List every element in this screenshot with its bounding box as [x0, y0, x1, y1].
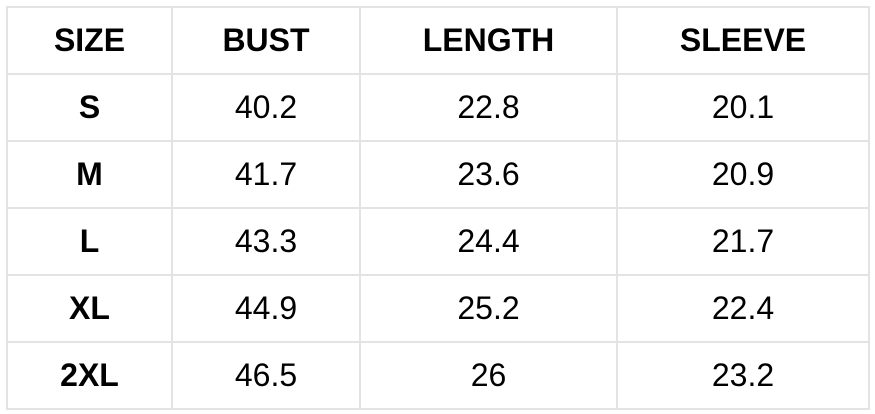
table-row: 2XL 46.5 26 23.2 [6, 341, 870, 410]
table-row: L 43.3 24.4 21.7 [6, 207, 870, 276]
table-row: S 40.2 22.8 20.1 [6, 73, 870, 142]
size-cell: S [6, 73, 173, 142]
measure-cell: 25.2 [359, 274, 618, 343]
size-table: SIZE BUST LENGTH SLEEVE S 40.2 22.8 20.1 M 41.7 2… [6, 6, 870, 410]
measure-cell: 23.6 [359, 140, 618, 209]
measure-cell: 44.9 [171, 274, 361, 343]
measure-cell: 46.5 [171, 341, 361, 410]
header-cell: SLEEVE [616, 6, 870, 75]
header-cell: BUST [171, 6, 361, 75]
measure-cell: 43.3 [171, 207, 361, 276]
measure-cell: 41.7 [171, 140, 361, 209]
header-row: SIZE BUST LENGTH SLEEVE [6, 6, 870, 75]
table-header: SIZE BUST LENGTH SLEEVE [6, 6, 870, 75]
measure-cell: 23.2 [616, 341, 870, 410]
measure-cell: 22.4 [616, 274, 870, 343]
measure-cell: 24.4 [359, 207, 618, 276]
size-cell: 2XL [6, 341, 173, 410]
measure-cell: 40.2 [171, 73, 361, 142]
size-cell: M [6, 140, 173, 209]
measure-cell: 21.7 [616, 207, 870, 276]
measure-cell: 26 [359, 341, 618, 410]
table-row: XL 44.9 25.2 22.4 [6, 274, 870, 343]
measure-cell: 22.8 [359, 73, 618, 142]
size-cell: L [6, 207, 173, 276]
table-body: S 40.2 22.8 20.1 M 41.7 23.6 20.9 L 43.3 24.4 21.7 X… [6, 73, 870, 410]
measure-cell: 20.1 [616, 73, 870, 142]
header-cell: SIZE [6, 6, 173, 75]
header-cell: LENGTH [359, 6, 618, 75]
measure-cell: 20.9 [616, 140, 870, 209]
table-row: M 41.7 23.6 20.9 [6, 140, 870, 209]
size-cell: XL [6, 274, 173, 343]
